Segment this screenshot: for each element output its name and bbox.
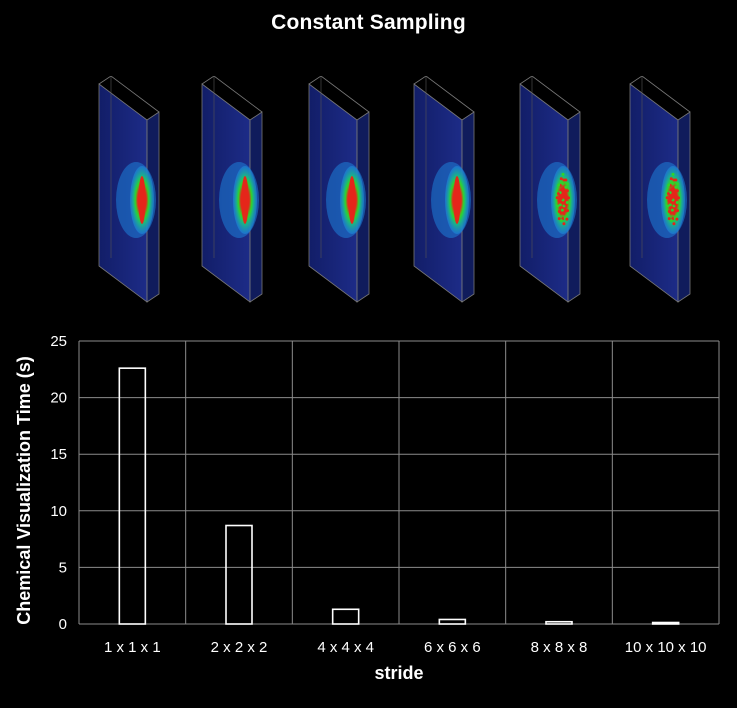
bar <box>545 620 573 625</box>
y-tick-label: 5 <box>59 559 67 576</box>
render-slab <box>98 76 160 303</box>
render-slab <box>413 76 475 303</box>
render-slab <box>201 76 263 303</box>
y-axis-label: Chemical Visualization Time (s) <box>14 356 34 624</box>
render-slab <box>308 76 370 303</box>
bar-chart: 0 5 10 15 20 25 1 x 1 x 1 2 x 2 x 2 4 x 4 x 4 6 … <box>14 333 720 683</box>
y-tick-label: 20 <box>50 390 67 407</box>
x-tick-label: 10 x 10 x 10 <box>625 639 707 656</box>
grid-lines <box>78 340 720 625</box>
x-axis-label: stride <box>374 663 423 683</box>
bar <box>651 621 680 625</box>
bar <box>225 524 253 625</box>
bar <box>331 608 360 625</box>
x-tick-labels: 1 x 1 x 1 2 x 2 x 2 4 x 4 x 4 6 x 6 x 6 8 x … <box>104 639 707 656</box>
x-tick-label: 8 x 8 x 8 <box>531 639 588 656</box>
chart-title: Constant Sampling <box>271 11 466 34</box>
y-tick-label: 0 <box>59 616 67 633</box>
bar <box>118 367 147 625</box>
x-tick-label: 2 x 2 x 2 <box>211 639 268 656</box>
bars <box>118 367 680 625</box>
y-tick-labels: 0 5 10 15 20 25 <box>50 333 67 633</box>
x-tick-label: 6 x 6 x 6 <box>424 639 481 656</box>
x-tick-label: 4 x 4 x 4 <box>317 639 374 656</box>
y-tick-label: 10 <box>50 503 67 520</box>
y-tick-label: 25 <box>50 333 67 350</box>
render-slab <box>519 76 581 303</box>
bar <box>438 618 467 625</box>
x-tick-label: 1 x 1 x 1 <box>104 639 161 656</box>
render-slab <box>629 76 691 303</box>
y-tick-label: 15 <box>50 446 67 463</box>
volume-renderings <box>98 76 691 303</box>
